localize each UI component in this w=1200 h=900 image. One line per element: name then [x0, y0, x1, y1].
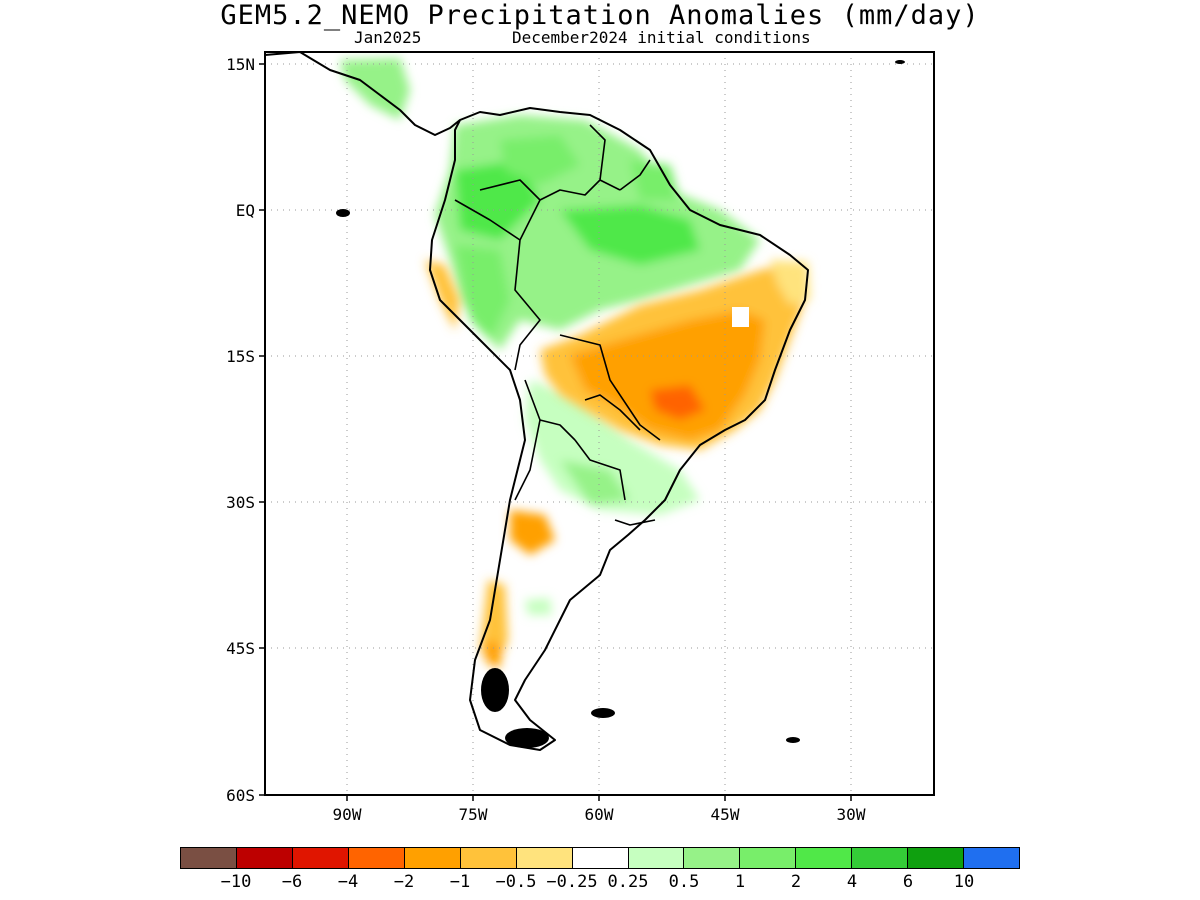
colorbar-label: 2 [790, 872, 802, 892]
colorbar-label: 4 [846, 872, 858, 892]
lat-label-60s: 60S [226, 786, 255, 805]
anomaly-dry-inner [570, 310, 765, 440]
colorbar-label: −1 [449, 872, 471, 892]
lon-label-75w: 75W [459, 805, 488, 824]
lat-label-15s: 15S [226, 347, 255, 366]
colorbar-label: −0.25 [546, 872, 598, 892]
colorbar-label: 6 [902, 872, 914, 892]
map-title: GEM5.2_NEMO Precipitation Anomalies (mm/… [220, 0, 980, 31]
initial-conditions-label: December2024 initial conditions [512, 28, 811, 47]
colorbar-swatch [572, 848, 629, 868]
colorbar-swatch [740, 848, 797, 868]
colorbar-label: −0.5 [495, 872, 537, 892]
longitude-labels: 90W 75W 60W 45W 30W [333, 805, 866, 824]
colorbar-swatch [516, 848, 573, 868]
islands [336, 60, 905, 748]
colorbar-label: 0.25 [607, 872, 649, 892]
anomaly-wet-core-2 [560, 205, 700, 265]
colorbar-label: −4 [337, 872, 359, 892]
anomaly-wet-core-3 [500, 135, 580, 185]
colorbar-label: −10 [220, 872, 252, 892]
south-america-coast [429, 107, 809, 751]
colorbar-swatch [684, 848, 741, 868]
colorbar [180, 847, 1020, 869]
colorbar-swatch [348, 848, 405, 868]
anomaly-wet-south-core [560, 460, 630, 505]
anomaly-wet-south-central [525, 380, 700, 515]
colorbar-swatch [181, 848, 237, 868]
colorbar-swatch [964, 848, 1020, 868]
anomaly-wet-patagonia [525, 598, 552, 615]
colorbar-swatch [236, 848, 293, 868]
colorbar-label: −2 [393, 872, 415, 892]
latitude-labels: 15N EQ 15S 30S 45S 60S [226, 55, 255, 805]
colorbar-label: 0.5 [668, 872, 700, 892]
colorbar-label: −6 [281, 872, 303, 892]
anomaly-dry-chile-south-core [485, 640, 502, 668]
colorbar-labels: −10 −6 −4 −2 −1 −0.5 −0.25 0.25 0.5 1 2 4 6 10 [0, 872, 1200, 896]
lat-label-eq: EQ [236, 201, 255, 220]
lon-label-90w: 90W [333, 805, 362, 824]
colorbar-swatch [796, 848, 853, 868]
colorbar-swatch [852, 848, 909, 868]
axis-ticks [259, 63, 852, 801]
national-borders [454, 124, 661, 526]
anomaly-dry-northeast [770, 260, 810, 305]
lon-label-30w: 30W [837, 805, 866, 824]
valid-month-label: Jan2025 [354, 28, 422, 47]
colorbar-swatch [404, 848, 461, 868]
anomaly-neutral-patch [732, 307, 749, 327]
colorbar-label: 1 [734, 872, 746, 892]
lat-label-30s: 30S [226, 493, 255, 512]
lon-label-60w: 60W [585, 805, 614, 824]
central-america-coast [265, 52, 461, 136]
colorbar-label: 10 [953, 872, 975, 892]
colorbar-swatch [292, 848, 349, 868]
anomaly-wet-west-coast [455, 245, 510, 340]
anomaly-dry-core [650, 385, 705, 420]
colorbar-swatch [628, 848, 685, 868]
lat-label-45s: 45S [226, 639, 255, 658]
lon-label-45w: 45W [711, 805, 740, 824]
lat-label-15n: 15N [226, 55, 255, 74]
colorbar-swatch [908, 848, 965, 868]
anomaly-fields [340, 58, 810, 670]
colorbar-swatch [460, 848, 517, 868]
coastlines [265, 52, 809, 751]
anomaly-dry-chile-central [510, 510, 555, 555]
